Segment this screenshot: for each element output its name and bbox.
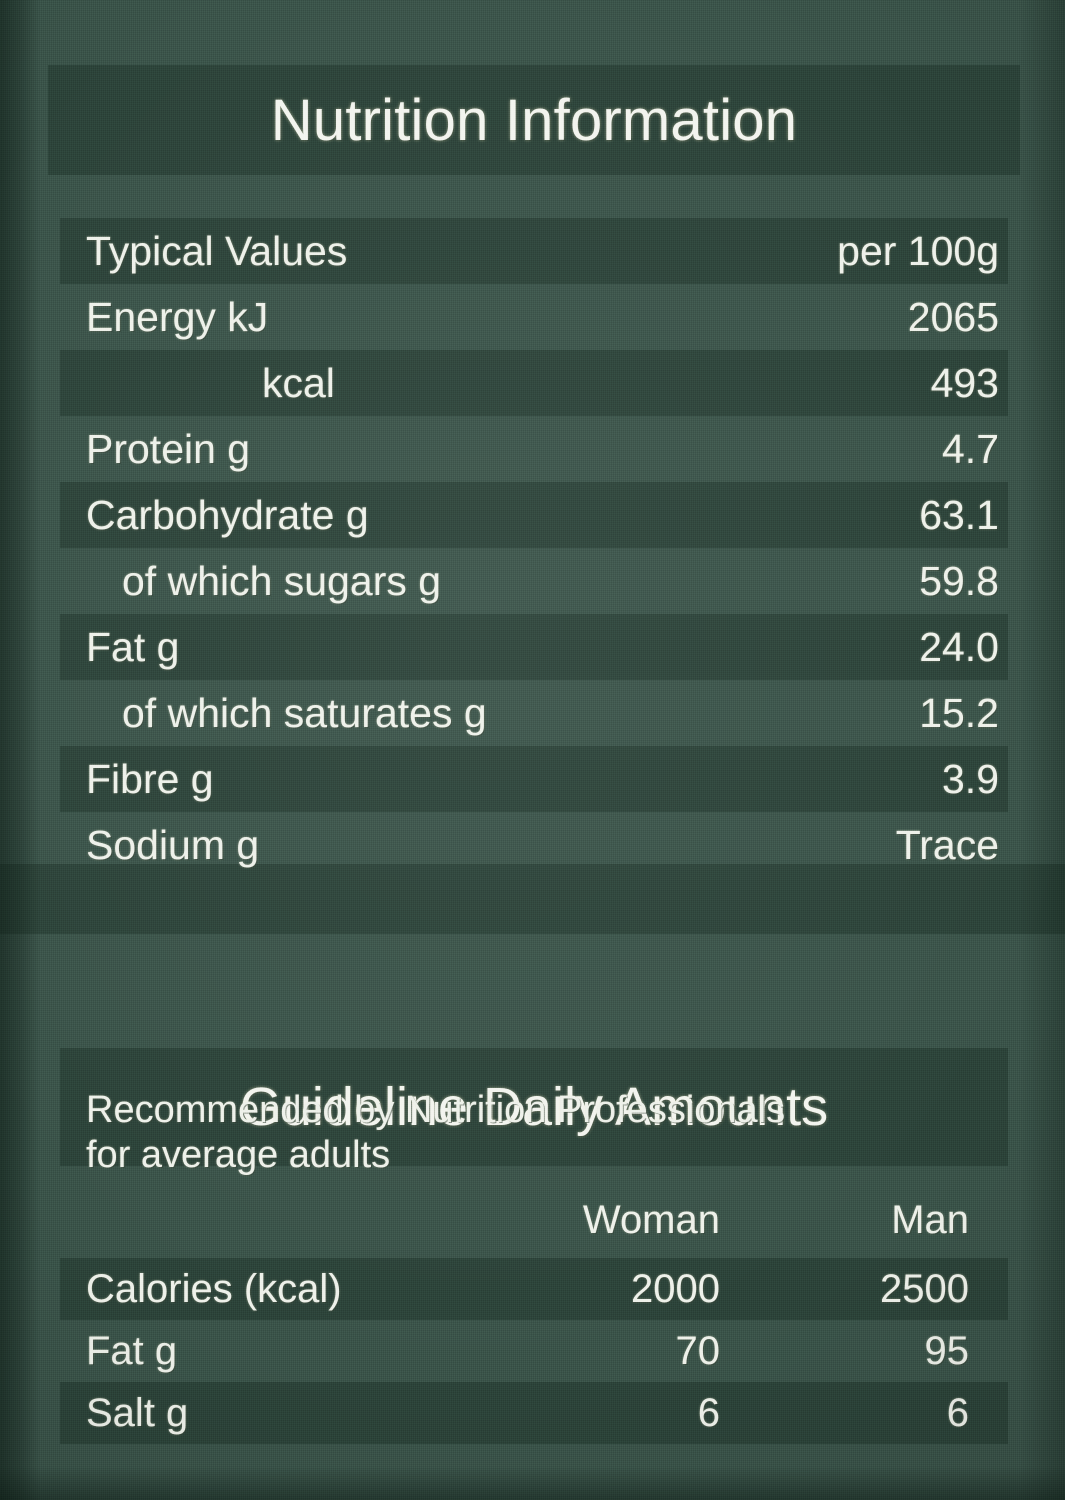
gda-title: Guideline Daily Amounts: [239, 1077, 829, 1137]
row-label: Salt g: [86, 1390, 189, 1435]
row-band: [60, 218, 1008, 284]
pack-bottom-shadow: [0, 1466, 1065, 1500]
row-label: Sodium g: [86, 821, 260, 868]
section-separator: [0, 864, 1065, 934]
row-value: 493: [930, 359, 999, 406]
gda-column-header-man: Man: [891, 1198, 969, 1242]
table-row-fibre: Fibre g 3.9: [0, 746, 1065, 812]
row-label: Fat g: [86, 1328, 178, 1373]
nutrition-table: Typical Values per 100g Energy kJ 2065 k…: [0, 218, 1065, 878]
row-value: 63.1: [919, 491, 999, 538]
row-value: Trace: [895, 821, 999, 868]
row-label: of which saturates g: [122, 689, 487, 736]
table-row-energy-kj: Energy kJ 2065: [0, 284, 1065, 350]
gda-note: Recommended by Nutrition Professionals f…: [86, 1088, 785, 1178]
nutrition-header-row: Typical Values per 100g: [0, 218, 1065, 284]
row-label: Energy kJ: [86, 293, 269, 340]
pack-left-edge-shadow: [0, 0, 40, 1500]
gda-row-fat: Fat g 70 95: [0, 1320, 1065, 1382]
nutrition-title: Nutrition Information: [270, 87, 798, 153]
row-value-man: 2500: [880, 1266, 969, 1311]
row-label: Calories (kcal): [86, 1266, 342, 1311]
table-row-carbohydrate: Carbohydrate g 63.1: [0, 482, 1065, 548]
row-band: [60, 1320, 1008, 1382]
gda-column-headers: Woman Man: [0, 1198, 1065, 1260]
row-value: 4.7: [942, 425, 999, 472]
nutrition-title-band: Nutrition Information: [48, 65, 1020, 175]
row-value: 2065: [907, 293, 999, 340]
table-row-protein: Protein g 4.7: [0, 416, 1065, 482]
table-row-fat: Fat g 24.0: [0, 614, 1065, 680]
row-value: 24.0: [919, 623, 999, 670]
gda-note-line-2: for average adults: [86, 1133, 391, 1176]
row-label: Fat g: [86, 623, 180, 670]
gda-table: Calories (kcal) 2000 2500 Fat g 70 95 Sa…: [0, 1258, 1065, 1444]
row-band: [60, 482, 1008, 548]
table-row-sodium: Sodium g Trace: [0, 812, 1065, 878]
row-band: [60, 746, 1008, 812]
table-row-energy-kcal: kcal 493: [0, 350, 1065, 416]
per-100g-label: per 100g: [837, 227, 999, 274]
row-value: 15.2: [919, 689, 999, 736]
typical-values-label: Typical Values: [86, 227, 348, 274]
row-value-woman: 6: [697, 1390, 720, 1435]
row-label: kcal: [262, 359, 335, 406]
row-value-man: 95: [924, 1328, 970, 1373]
gda-row-calories: Calories (kcal) 2000 2500: [0, 1258, 1065, 1320]
pack-right-edge-shadow: [1019, 0, 1065, 1500]
row-value: 59.8: [919, 557, 999, 604]
row-band: [60, 1258, 1008, 1320]
row-band: [60, 614, 1008, 680]
row-label: Fibre g: [86, 755, 214, 802]
gda-note-line-1: Recommended by Nutrition Professionals: [86, 1089, 786, 1131]
row-band: [60, 350, 1008, 416]
gda-title-band: Guideline Daily Amounts: [60, 1048, 1008, 1166]
row-value-woman: 2000: [631, 1266, 720, 1311]
row-value: 3.9: [942, 755, 999, 802]
row-band: [60, 1382, 1008, 1444]
row-label: Protein g: [86, 425, 251, 472]
table-row-sugars: of which sugars g 59.8: [0, 548, 1065, 614]
row-label: Carbohydrate g: [86, 491, 369, 538]
row-value-man: 6: [946, 1390, 969, 1435]
row-label: of which sugars g: [122, 557, 442, 604]
gda-column-header-woman: Woman: [582, 1198, 720, 1242]
gda-row-salt: Salt g 6 6: [0, 1382, 1065, 1444]
row-value-woman: 70: [675, 1328, 721, 1373]
table-row-saturates: of which saturates g 15.2: [0, 680, 1065, 746]
